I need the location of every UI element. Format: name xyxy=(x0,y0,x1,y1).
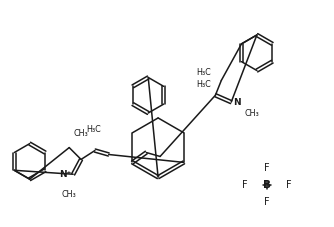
Text: CH₃: CH₃ xyxy=(244,109,259,118)
Text: H₃C: H₃C xyxy=(197,80,211,89)
Text: N⁺: N⁺ xyxy=(59,170,71,179)
Text: H₃C: H₃C xyxy=(86,125,101,134)
Text: B: B xyxy=(263,180,271,190)
Text: F: F xyxy=(242,180,248,190)
Text: CH₃: CH₃ xyxy=(73,129,88,138)
Text: H₃C: H₃C xyxy=(197,68,211,77)
Text: CH₃: CH₃ xyxy=(62,190,76,198)
Text: F: F xyxy=(264,163,270,173)
Text: F: F xyxy=(264,197,270,207)
Text: N: N xyxy=(233,98,241,107)
Text: F: F xyxy=(286,180,291,190)
